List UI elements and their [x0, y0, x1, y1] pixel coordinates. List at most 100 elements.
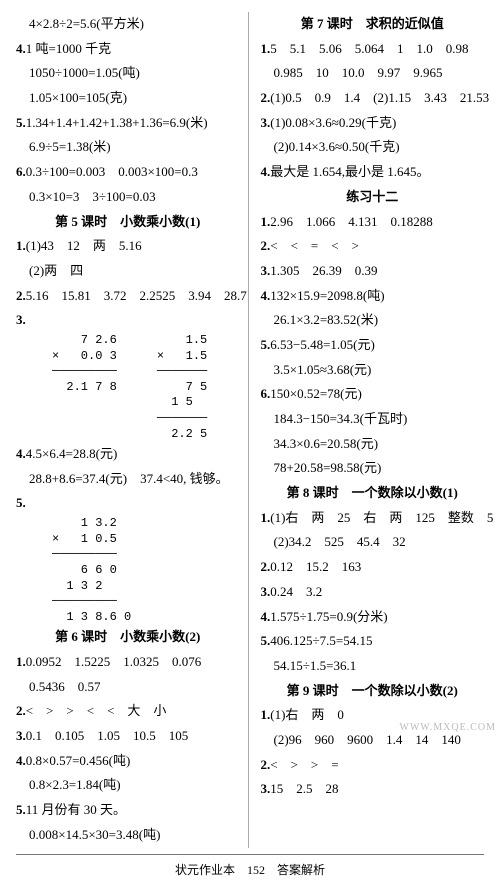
num-label: 3. [261, 584, 271, 599]
text-line: 4.0.8×0.57=0.456(吨) [16, 749, 240, 774]
section-heading: 练习十二 [261, 185, 485, 210]
page-footer: 状元作业本 152 答案解析 [16, 854, 484, 882]
text-line: 2.< < = < > [261, 234, 485, 259]
section-heading: 第 8 课时 一个数除以小数(1) [261, 481, 485, 506]
num-label: 4. [16, 41, 26, 56]
text-line: 3.0.24 3.2 [261, 580, 485, 605]
text-line: 184.3−150=34.3(千瓦时) [261, 407, 485, 432]
text-line: 2.< > > = [261, 753, 485, 778]
num-label: 4. [16, 446, 26, 461]
num-label: 2. [261, 238, 271, 253]
text-line: 5.11 月份有 30 天。 [16, 798, 240, 823]
watermark: WWW.MXQE.COM [399, 718, 496, 737]
text-line: 4.4.5×6.4=28.8(元) [16, 442, 240, 467]
text-line: 3.(1)0.08×3.6≈0.29(千克) [261, 111, 485, 136]
text-line: 4.1 吨=1000 千克 [16, 37, 240, 62]
text-line: 0.8×2.3=1.84(吨) [16, 773, 240, 798]
num-label: 2. [261, 559, 271, 574]
num-label: 1. [261, 214, 271, 229]
text-line: 6.9÷5=1.38(米) [16, 135, 240, 160]
section-heading: 第 9 课时 一个数除以小数(2) [261, 679, 485, 704]
text: 11 月份有 30 天。 [26, 802, 126, 817]
text-line: 2.(1)0.5 0.9 1.4 (2)1.15 3.43 21.53 [261, 86, 485, 111]
num-label: 3. [261, 781, 271, 796]
text-line: 28.8+8.6=37.4(元) 37.4<40, 钱够。 [16, 467, 240, 492]
long-multiplication: 1 3.2 × 1 0.5 ───────── 6 6 0 1 3 2 ────… [16, 516, 240, 625]
num-label: 3. [261, 115, 271, 130]
long-multiplication: 1.5 × 1.5 ─────── 7 5 1 5 ─────── 2.2 5 [157, 333, 207, 442]
text-line: 2.< > > < < 大 小 [16, 699, 240, 724]
num-label: 5. [16, 495, 26, 510]
text-line: (2)34.2 525 45.4 32 [261, 530, 485, 555]
left-column: 4×2.8÷2=5.6(平方米) 4.1 吨=1000 千克 1050÷1000… [16, 12, 249, 848]
text-line: 54.15÷1.5=36.1 [261, 654, 485, 679]
num-label: 5. [261, 337, 271, 352]
section-heading: 第 6 课时 小数乘小数(2) [16, 625, 240, 650]
text-line: 0.3×10=3 3÷100=0.03 [16, 185, 240, 210]
text: 2.96 1.066 4.131 0.18288 [270, 214, 433, 229]
text: 0.3÷100=0.003 0.003×100=0.3 [26, 164, 198, 179]
text: < < = < > [270, 238, 359, 253]
text: (1)43 12 两 5.16 [26, 238, 142, 253]
text: 0.0952 1.5225 1.0325 0.076 [26, 654, 202, 669]
text: 1.34+1.4+1.42+1.38+1.36=6.9(米) [26, 115, 208, 130]
num-label: 3. [16, 312, 26, 327]
text: 15 2.5 28 [270, 781, 338, 796]
text: < > > = [270, 757, 338, 772]
text-line: 4×2.8÷2=5.6(平方米) [16, 12, 240, 37]
num-label: 1. [16, 238, 26, 253]
text-line: 1.0.0952 1.5225 1.0325 0.076 [16, 650, 240, 675]
section-heading: 第 5 课时 小数乘小数(1) [16, 210, 240, 235]
text-line: 6.150×0.52=78(元) [261, 382, 485, 407]
text: 6.53−5.48=1.05(元) [270, 337, 375, 352]
text-line: 3.15 2.5 28 [261, 777, 485, 802]
text-line: 1.5 5.1 5.06 5.064 1 1.0 0.98 [261, 37, 485, 62]
text: 0.24 3.2 [270, 584, 322, 599]
num-label: 3. [261, 263, 271, 278]
num-label: 2. [261, 757, 271, 772]
text: (1)右 两 0 [270, 707, 344, 722]
num-label: 4. [261, 609, 271, 624]
multiplication-row: 7 2.6 × 0.0 3 ───────── 2.1 7 8 1.5 × 1.… [16, 333, 240, 442]
text-line: 5. [16, 491, 240, 516]
num-label: 1. [261, 41, 271, 56]
num-label: 5. [261, 633, 271, 648]
text-line: 3.0.1 0.105 1.05 10.5 105 [16, 724, 240, 749]
text: 1.305 26.39 0.39 [270, 263, 377, 278]
text-line: 4.最大是 1.654,最小是 1.645。 [261, 160, 485, 185]
num-label: 1. [261, 707, 271, 722]
text-line: 3. [16, 308, 240, 333]
text: 1 吨=1000 千克 [26, 41, 111, 56]
text-line: 1.05×100=105(克) [16, 86, 240, 111]
num-label: 4. [261, 164, 271, 179]
text: 最大是 1.654,最小是 1.645。 [270, 164, 429, 179]
num-label: 6. [261, 386, 271, 401]
text: 132×15.9=2098.8(吨) [270, 288, 384, 303]
text-line: 1.2.96 1.066 4.131 0.18288 [261, 210, 485, 235]
num-label: 5. [16, 802, 26, 817]
text-line: 1050÷1000=1.05(吨) [16, 61, 240, 86]
text: (1)右 两 25 右 两 125 整数 5 [270, 510, 493, 525]
text-line: 6.0.3÷100=0.003 0.003×100=0.3 [16, 160, 240, 185]
num-label: 6. [16, 164, 26, 179]
num-label: 1. [16, 654, 26, 669]
long-multiplication: 7 2.6 × 0.0 3 ───────── 2.1 7 8 [16, 333, 117, 442]
text: (1)0.08×3.6≈0.29(千克) [270, 115, 396, 130]
text-line: 3.5×1.05≈3.68(元) [261, 358, 485, 383]
text-line: 34.3×0.6=20.58(元) [261, 432, 485, 457]
text: (1)0.5 0.9 1.4 (2)1.15 3.43 21.53 [270, 90, 489, 105]
section-heading: 第 7 课时 求积的近似值 [261, 12, 485, 37]
text: 4.5×6.4=28.8(元) [26, 446, 118, 461]
text-line: 4.132×15.9=2098.8(吨) [261, 284, 485, 309]
num-label: 4. [16, 753, 26, 768]
text-line: (2)0.14×3.6≈0.50(千克) [261, 135, 485, 160]
text-line: 5.406.125÷7.5=54.15 [261, 629, 485, 654]
text-line: 4.1.575÷1.75=0.9(分米) [261, 605, 485, 630]
text: 0.8×0.57=0.456(吨) [26, 753, 131, 768]
text: < > > < < 大 小 [26, 703, 167, 718]
num-label: 2. [261, 90, 271, 105]
text: 1.575÷1.75=0.9(分米) [270, 609, 387, 624]
num-label: 2. [16, 288, 26, 303]
text-line: (2)两 四 [16, 259, 240, 284]
text-line: 0.985 10 10.0 9.97 9.965 [261, 61, 485, 86]
